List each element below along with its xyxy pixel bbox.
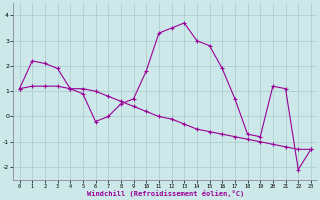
X-axis label: Windchill (Refroidissement éolien,°C): Windchill (Refroidissement éolien,°C) [87,190,244,197]
